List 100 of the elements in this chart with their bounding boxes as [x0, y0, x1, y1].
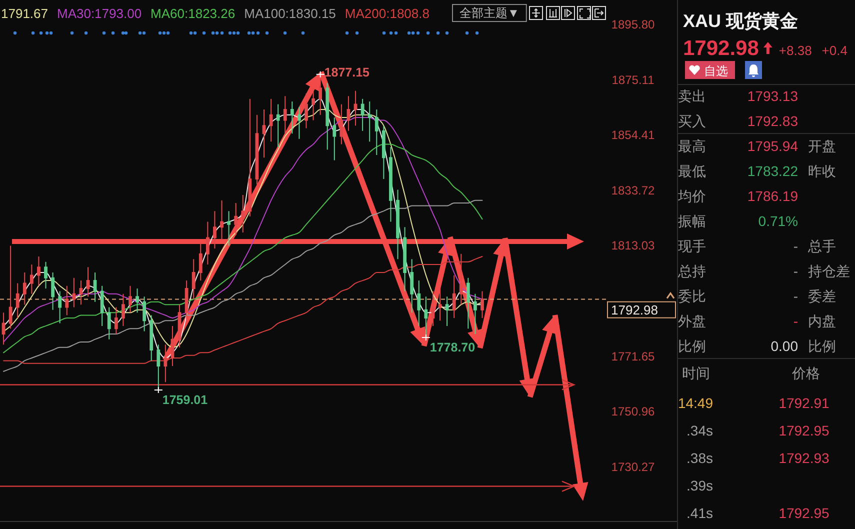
- category-label: 买入: [678, 113, 706, 129]
- candlestick: [86, 266, 90, 298]
- text: 1792.98: [683, 37, 760, 60]
- candlestick: [262, 109, 266, 158]
- text: 时间: [682, 365, 710, 381]
- candlestick: [382, 125, 386, 180]
- category-label: 最高: [678, 138, 706, 154]
- candlestick: [241, 194, 245, 233]
- text: 1792.95: [778, 422, 830, 438]
- category-label: 总持: [677, 263, 706, 279]
- candlestick: [452, 274, 456, 318]
- candlestick: [396, 189, 400, 260]
- text: -: [793, 263, 798, 279]
- candlestick: [298, 106, 301, 140]
- candlestick: [150, 314, 154, 362]
- candlestick: [184, 280, 188, 322]
- text: +8.38: [778, 43, 812, 58]
- candlestick: [374, 109, 378, 156]
- candlestick: [37, 256, 40, 286]
- candlestick: [431, 290, 435, 326]
- candlestick: [438, 288, 442, 322]
- category-label: 委比: [678, 288, 706, 304]
- candlestick: [360, 98, 364, 132]
- candlestick: [107, 306, 111, 340]
- category-label: 比例: [808, 338, 836, 354]
- text: 1792.93: [778, 450, 830, 466]
- text: MA30:1793.00: [56, 6, 142, 21]
- candlestick: [234, 202, 238, 236]
- annotation: 1877.15: [324, 65, 370, 80]
- category-label: 现手: [678, 238, 706, 254]
- line-series: [3, 144, 483, 354]
- candlestick: [128, 285, 132, 314]
- candlestick: [122, 293, 125, 326]
- y-tick-label: 1730.27: [611, 460, 656, 474]
- candlestick: [22, 272, 26, 306]
- annotation: 1778.70: [430, 340, 476, 354]
- category-label: 最低: [678, 163, 706, 179]
- category-label: 比例: [678, 338, 706, 354]
- text: 1792.91: [778, 395, 830, 411]
- candlestick: [227, 210, 230, 246]
- text: 0.00: [770, 338, 798, 354]
- candlestick: [354, 90, 358, 126]
- text: 1786.19: [747, 188, 798, 204]
- text: -: [793, 288, 798, 304]
- y-tick-label: 1833.72: [611, 183, 656, 198]
- category-label: 卖出: [678, 88, 706, 104]
- category-label: 总手: [808, 238, 836, 254]
- candlestick: [248, 98, 252, 217]
- category-label: .38s: [686, 450, 713, 466]
- text: 0.71%: [758, 213, 798, 229]
- category-label: 开盘: [808, 138, 836, 154]
- text: XAU 现货黄金: [683, 11, 798, 31]
- candlestick: [16, 282, 20, 318]
- category-label: .41s: [686, 505, 713, 521]
- text: +0.4: [822, 43, 848, 58]
- category-label: 昨收: [808, 163, 836, 179]
- candlestick: [114, 306, 118, 334]
- text: -: [793, 313, 798, 329]
- category-label: 均价: [677, 188, 706, 204]
- text: 1792.83: [747, 113, 798, 129]
- ref-line-label: 1792.98: [611, 302, 658, 318]
- candlestick: [8, 245, 12, 330]
- text: 1792.95: [778, 505, 830, 521]
- y-tick-label: 1750.96: [611, 404, 656, 419]
- text: 自选: [704, 64, 728, 78]
- candlestick: [340, 104, 344, 145]
- candlestick: [142, 296, 146, 332]
- candlestick: [2, 312, 6, 346]
- candlestick: [312, 88, 315, 121]
- text: -: [793, 238, 798, 254]
- text: 1791.67: [1, 6, 48, 21]
- candlestick: [51, 272, 54, 310]
- text: 1795.94: [747, 138, 798, 154]
- category-label: 内盘: [808, 313, 836, 329]
- text: MA200:1808.8: [344, 6, 430, 21]
- y-tick-label: 1895.80: [611, 18, 656, 32]
- annotation: 1759.01: [162, 393, 208, 408]
- candlestick: [93, 272, 97, 302]
- candlestick: [346, 96, 350, 132]
- candlestick: [283, 96, 287, 134]
- candlestick: [332, 117, 336, 161]
- annotation: 全部主题▼: [459, 6, 520, 20]
- candlestick: [136, 288, 139, 314]
- category-label: 振幅: [678, 213, 706, 229]
- candlestick: [368, 101, 372, 142]
- candlestick: [72, 277, 76, 308]
- candlestick: [480, 290, 484, 318]
- category-label: 外盘: [678, 313, 706, 329]
- candlestick: [65, 285, 69, 316]
- candlestick: [213, 210, 216, 249]
- candlestick: [192, 258, 196, 300]
- category-label: .39s: [686, 478, 713, 494]
- y-tick-label: 1771.65: [611, 349, 656, 364]
- candlestick: [79, 280, 83, 306]
- category-label: 14:49: [678, 395, 714, 411]
- line-series: [3, 200, 483, 372]
- text: 1793.13: [747, 88, 798, 104]
- category-label: 持仓差: [808, 263, 850, 279]
- text: MA100:1830.15: [244, 6, 336, 21]
- candlestick: [304, 93, 308, 129]
